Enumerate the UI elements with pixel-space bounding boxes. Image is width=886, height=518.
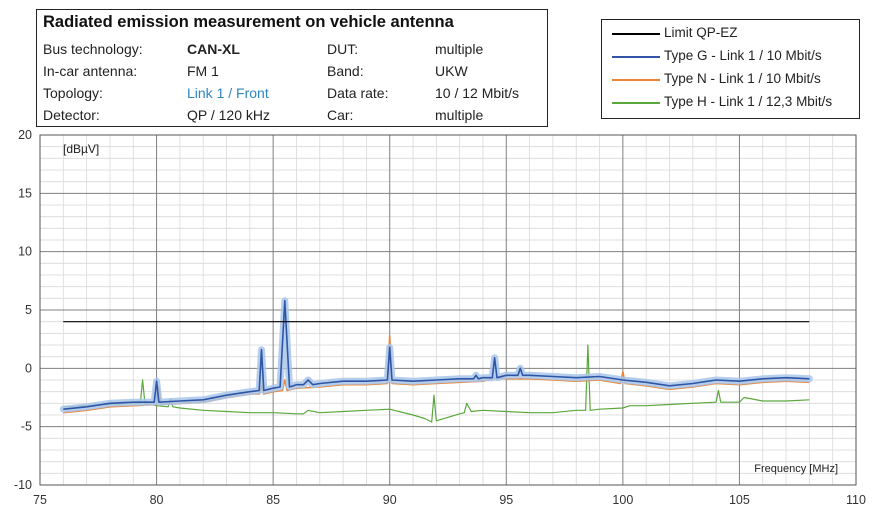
x-tick-label: 95 xyxy=(499,493,513,507)
info-value-data-rate: 10 / 12 Mbit/s xyxy=(435,85,520,101)
plot-border xyxy=(39,134,857,486)
y-tick-label: -10 xyxy=(14,478,32,492)
legend-swatch-type-h xyxy=(612,102,660,104)
legend-item-limit: Limit QP-EZ xyxy=(602,23,859,45)
info-label-detector: Detector: xyxy=(43,107,100,123)
legend-swatch-type-g xyxy=(612,56,660,58)
chart-legend: Limit QP-EZ Type G - Link 1 / 10 Mbit/s … xyxy=(601,19,860,119)
x-tick-label: 110 xyxy=(846,493,866,507)
y-tick-label: 15 xyxy=(18,186,32,200)
plot-frame xyxy=(39,134,857,486)
y-tick-label: 0 xyxy=(25,361,32,375)
x-tick-label: 90 xyxy=(383,493,397,507)
x-tick-label: 85 xyxy=(266,493,280,507)
y-tick-label: 20 xyxy=(18,128,32,142)
legend-item-type-n: Type N - Link 1 / 10 Mbit/s xyxy=(602,69,859,91)
axis-tick-labels: 75 80 85 90 95 100 105 110 -10 -5 0 5 10 15 20 xyxy=(14,128,866,507)
x-tick-label: 75 xyxy=(33,493,47,507)
info-label-car: Car: xyxy=(327,107,354,123)
x-tick-label: 80 xyxy=(150,493,164,507)
major-grid xyxy=(39,134,857,486)
info-value-band: UKW xyxy=(435,63,468,79)
x-tick-label: 105 xyxy=(729,493,750,507)
info-title: Radiated emission measurement on vehicle… xyxy=(43,13,454,31)
info-label-in-car-antenna: In-car antenna: xyxy=(43,63,138,79)
info-value-topology: Link 1 / Front xyxy=(187,85,269,101)
info-label-topology: Topology: xyxy=(43,85,103,101)
info-label-bus-technology: Bus technology: xyxy=(43,41,143,57)
measurement-info-box: Radiated emission measurement on vehicle… xyxy=(36,9,548,127)
legend-label-type-g: Type G - Link 1 / 10 Mbit/s xyxy=(664,48,822,63)
info-value-car: multiple xyxy=(435,107,484,123)
x-axis-label: Frequency [MHz] xyxy=(754,463,838,475)
legend-swatch-type-n xyxy=(612,79,660,81)
y-tick-label: 5 xyxy=(25,303,32,317)
legend-label-type-h: Type H - Link 1 / 12,3 Mbit/s xyxy=(664,94,833,109)
y-axis-label: [dBµV] xyxy=(63,142,99,156)
info-value-in-car-antenna: FM 1 xyxy=(187,63,219,79)
legend-label-type-n: Type N - Link 1 / 10 Mbit/s xyxy=(664,71,821,86)
legend-label-limit: Limit QP-EZ xyxy=(664,25,738,40)
x-tick-label: 100 xyxy=(612,493,633,507)
info-label-data-rate: Data rate: xyxy=(327,85,389,101)
info-value-dut: multiple xyxy=(435,41,484,57)
info-value-bus-technology: CAN-XL xyxy=(187,41,240,57)
legend-item-type-g: Type G - Link 1 / 10 Mbit/s xyxy=(602,46,859,68)
series-line-type-g xyxy=(63,299,810,410)
info-label-band: Band: xyxy=(327,63,364,79)
y-tick-label: -5 xyxy=(21,420,32,434)
series-layer xyxy=(59,297,813,423)
info-value-detector: QP / 120 kHz xyxy=(187,107,271,123)
legend-item-type-h: Type H - Link 1 / 12,3 Mbit/s xyxy=(602,92,859,114)
legend-swatch-limit xyxy=(612,33,660,35)
info-label-dut: DUT: xyxy=(327,41,359,57)
y-tick-label: 10 xyxy=(18,245,32,259)
